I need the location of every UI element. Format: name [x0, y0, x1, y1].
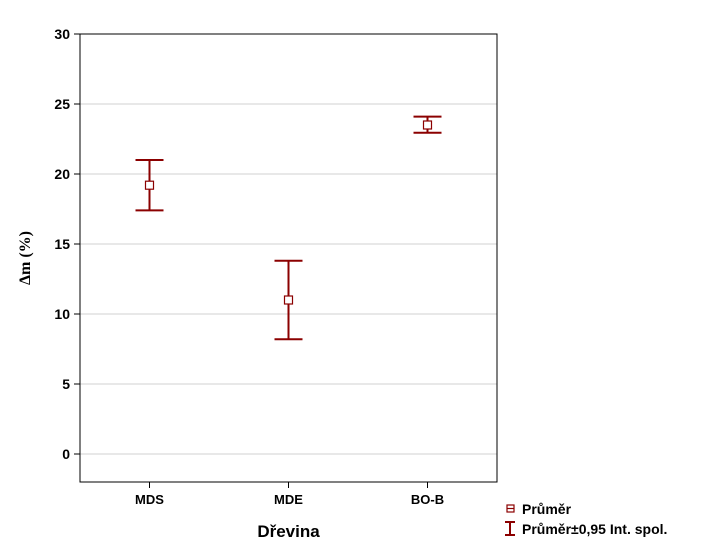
- errorbar-bo-b: [413, 115, 442, 134]
- y-tick-label: 20: [54, 166, 70, 182]
- x-axis-label: Dřevina: [257, 522, 320, 541]
- legend-ci-label: Průměr±0,95 Int. spol.: [522, 521, 667, 537]
- mean-point: [283, 295, 294, 305]
- y-tick-label: 0: [62, 446, 70, 462]
- legend-ci-errorbar-icon: [505, 521, 515, 536]
- errorbar-mde: [274, 259, 303, 341]
- mean-point: [144, 180, 155, 190]
- mean-point: [422, 120, 433, 130]
- y-ticks: 0 5 10 15 20 25 30: [54, 26, 80, 462]
- x-category-label: BO-B: [411, 492, 444, 507]
- errorbar-mds: [135, 159, 164, 212]
- x-categories: MDS MDE BO-B: [135, 482, 444, 507]
- y-tick-label: 30: [54, 26, 70, 42]
- plot-frame: [79, 33, 498, 483]
- legend-mean-label: Průměr: [522, 501, 572, 517]
- y-tick-label: 15: [54, 236, 70, 252]
- legend: Průměr Průměr±0,95 Int. spol.: [505, 501, 667, 537]
- data-marks: [135, 115, 442, 341]
- x-category-label: MDE: [274, 492, 303, 507]
- y-tick-label: 10: [54, 306, 70, 322]
- y-tick-label: 25: [54, 96, 70, 112]
- x-category-label: MDS: [135, 492, 164, 507]
- y-tick-label: 5: [62, 376, 70, 392]
- y-axis-label: Δm (%): [17, 231, 34, 285]
